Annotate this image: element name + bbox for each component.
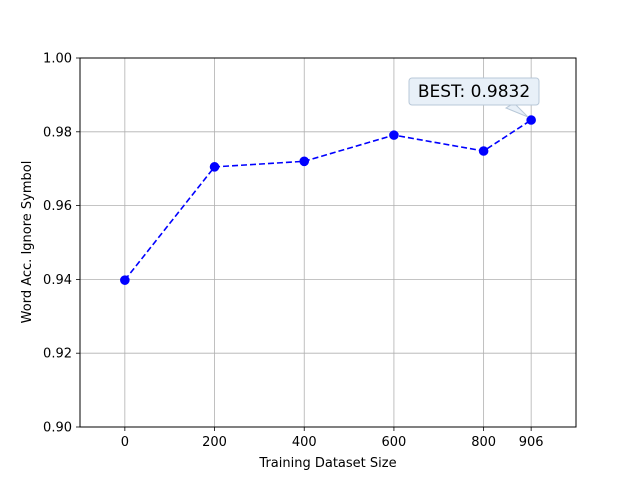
annotation-layer: BEST: 0.9832 <box>408 77 540 118</box>
x-tick-label: 200 <box>202 435 227 450</box>
x-tick-label: 0 <box>121 435 129 450</box>
series-line <box>124 119 532 281</box>
marker-layer <box>120 115 536 285</box>
annotation-label: BEST: 0.9832 <box>418 82 530 102</box>
y-tick-label: 0.96 <box>43 199 72 214</box>
y-axis-label: Word Acc. Ignore Symbol <box>20 161 35 324</box>
y-tick-label: 0.94 <box>43 273 72 288</box>
data-point <box>120 275 130 285</box>
series-layer <box>124 119 532 281</box>
x-axis-label: Training Dataset Size <box>258 456 396 471</box>
data-point <box>478 146 489 156</box>
x-tick-label: 800 <box>471 435 496 450</box>
data-point <box>526 115 536 125</box>
data-point <box>209 162 220 172</box>
y-tick-label: 0.90 <box>43 421 72 436</box>
x-tick-label: 600 <box>382 435 407 450</box>
x-tick-label: 400 <box>292 435 317 450</box>
annotation-box <box>408 77 540 106</box>
y-tick-label: 0.92 <box>43 347 72 362</box>
tick-layer: 0 200 400 600 800 906 0.90 0.92 0.94 0.96 0.98 1.00 <box>43 52 544 451</box>
y-tick-label: 0.98 <box>43 125 72 140</box>
data-point <box>299 156 310 167</box>
data-point <box>389 130 399 140</box>
y-tick-label: 1.00 <box>43 52 72 67</box>
x-tick-label: 906 <box>519 435 544 450</box>
axes-frame <box>79 57 577 428</box>
